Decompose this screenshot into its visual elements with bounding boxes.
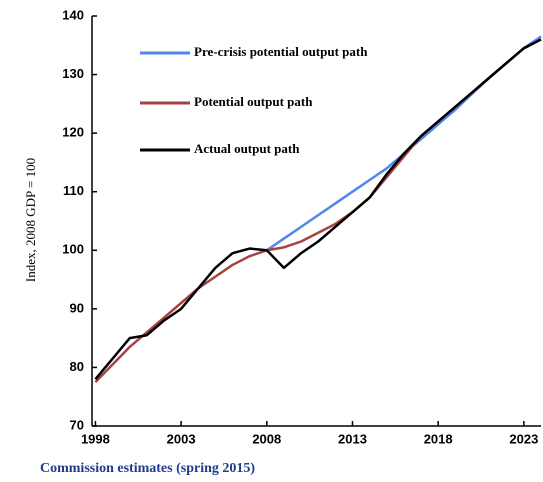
x-tick-label: 2023 <box>509 431 538 446</box>
y-tick-label: 90 <box>70 300 84 315</box>
legend-label: Actual output path <box>194 141 300 156</box>
y-tick-label: 80 <box>70 359 84 374</box>
y-tick-label: 140 <box>62 7 84 22</box>
x-tick-label: 1998 <box>81 431 110 446</box>
x-tick-label: 2008 <box>252 431 281 446</box>
series-line <box>94 38 542 380</box>
y-tick-label: 120 <box>62 125 84 140</box>
footer: Commission estimates (spring 2015) <box>40 461 255 476</box>
x-tick-label: 2018 <box>424 431 453 446</box>
y-tick-label: 110 <box>63 183 84 198</box>
y-tick-label: 70 <box>70 417 84 432</box>
legend-label: Potential output path <box>194 94 313 109</box>
y-tick-label: 130 <box>62 66 84 81</box>
x-tick-label: 2003 <box>167 431 196 446</box>
legend-label: Pre-crisis potential output path <box>194 44 368 59</box>
y-axis-label: Index, 2008 GDP = 100 <box>23 158 38 282</box>
y-tick-label: 100 <box>62 242 84 257</box>
x-tick-label: 2013 <box>338 431 367 446</box>
